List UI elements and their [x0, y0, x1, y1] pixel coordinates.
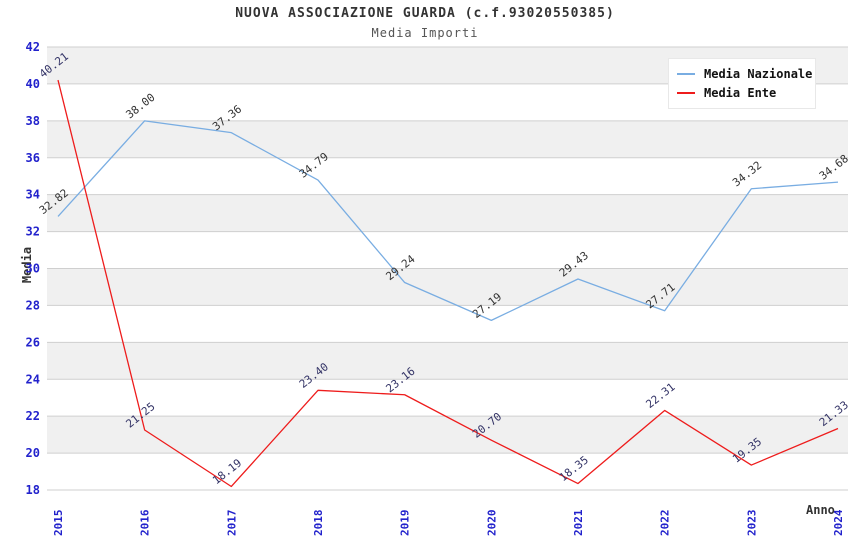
point-label: 18.19 [210, 456, 244, 487]
chart-subtitle: Media Importi [371, 26, 479, 40]
point-label: 22.31 [643, 380, 677, 411]
x-tick-label: 2017 [225, 510, 238, 537]
legend-item-media-nazionale: Media Nazionale [677, 64, 812, 83]
y-tick-label: 24 [26, 372, 40, 386]
y-tick-label: 28 [26, 298, 40, 312]
legend-box: Media Nazionale Media Ente [668, 58, 816, 109]
y-tick-label: 32 [26, 225, 40, 239]
x-tick-label: 2019 [399, 510, 412, 537]
plot-band [47, 342, 848, 380]
y-tick-label: 20 [26, 446, 40, 460]
series-line-media-ente [57, 79, 839, 488]
legend-swatch-ente [677, 91, 695, 94]
x-tick-label: 2023 [745, 510, 758, 537]
x-tick-label: 2015 [52, 510, 65, 537]
x-axis-title: Anno [806, 503, 835, 517]
y-tick-label: 30 [26, 262, 40, 276]
x-tick-label: 2016 [139, 509, 152, 536]
y-tick-label: 38 [26, 114, 40, 128]
x-tick-label: 2020 [485, 510, 498, 537]
x-tick-label: 2018 [312, 510, 325, 537]
legend-item-media-ente: Media Ente [677, 83, 807, 102]
y-tick-label: 22 [26, 409, 40, 423]
y-tick-label: 40 [26, 77, 40, 91]
x-tick-label: 2022 [659, 510, 672, 537]
legend-label-nazionale: Media Nazionale [704, 66, 813, 81]
x-tick-label: 2021 [572, 509, 585, 536]
x-tick-label: 2024 [832, 509, 845, 536]
y-tick-label: 18 [26, 483, 40, 497]
chart-title: NUOVA ASSOCIAZIONE GUARDA (c.f.930205503… [235, 6, 615, 21]
plot-band [47, 416, 848, 454]
y-tick-label: 26 [26, 335, 40, 349]
point-label: 38.00 [123, 91, 157, 122]
y-tick-label: 36 [26, 151, 40, 165]
series-line-media-nazionale [57, 120, 839, 322]
plot-band [47, 120, 848, 158]
plot-band [47, 194, 848, 232]
y-tick-label: 34 [26, 188, 40, 202]
point-label: 18.35 [557, 453, 591, 484]
legend-label-ente: Media Ente [704, 85, 777, 100]
y-tick-label: 42 [26, 40, 40, 54]
plot-band [47, 268, 848, 306]
point-label: 34.32 [730, 159, 764, 190]
legend-swatch-nazionale [677, 72, 695, 75]
